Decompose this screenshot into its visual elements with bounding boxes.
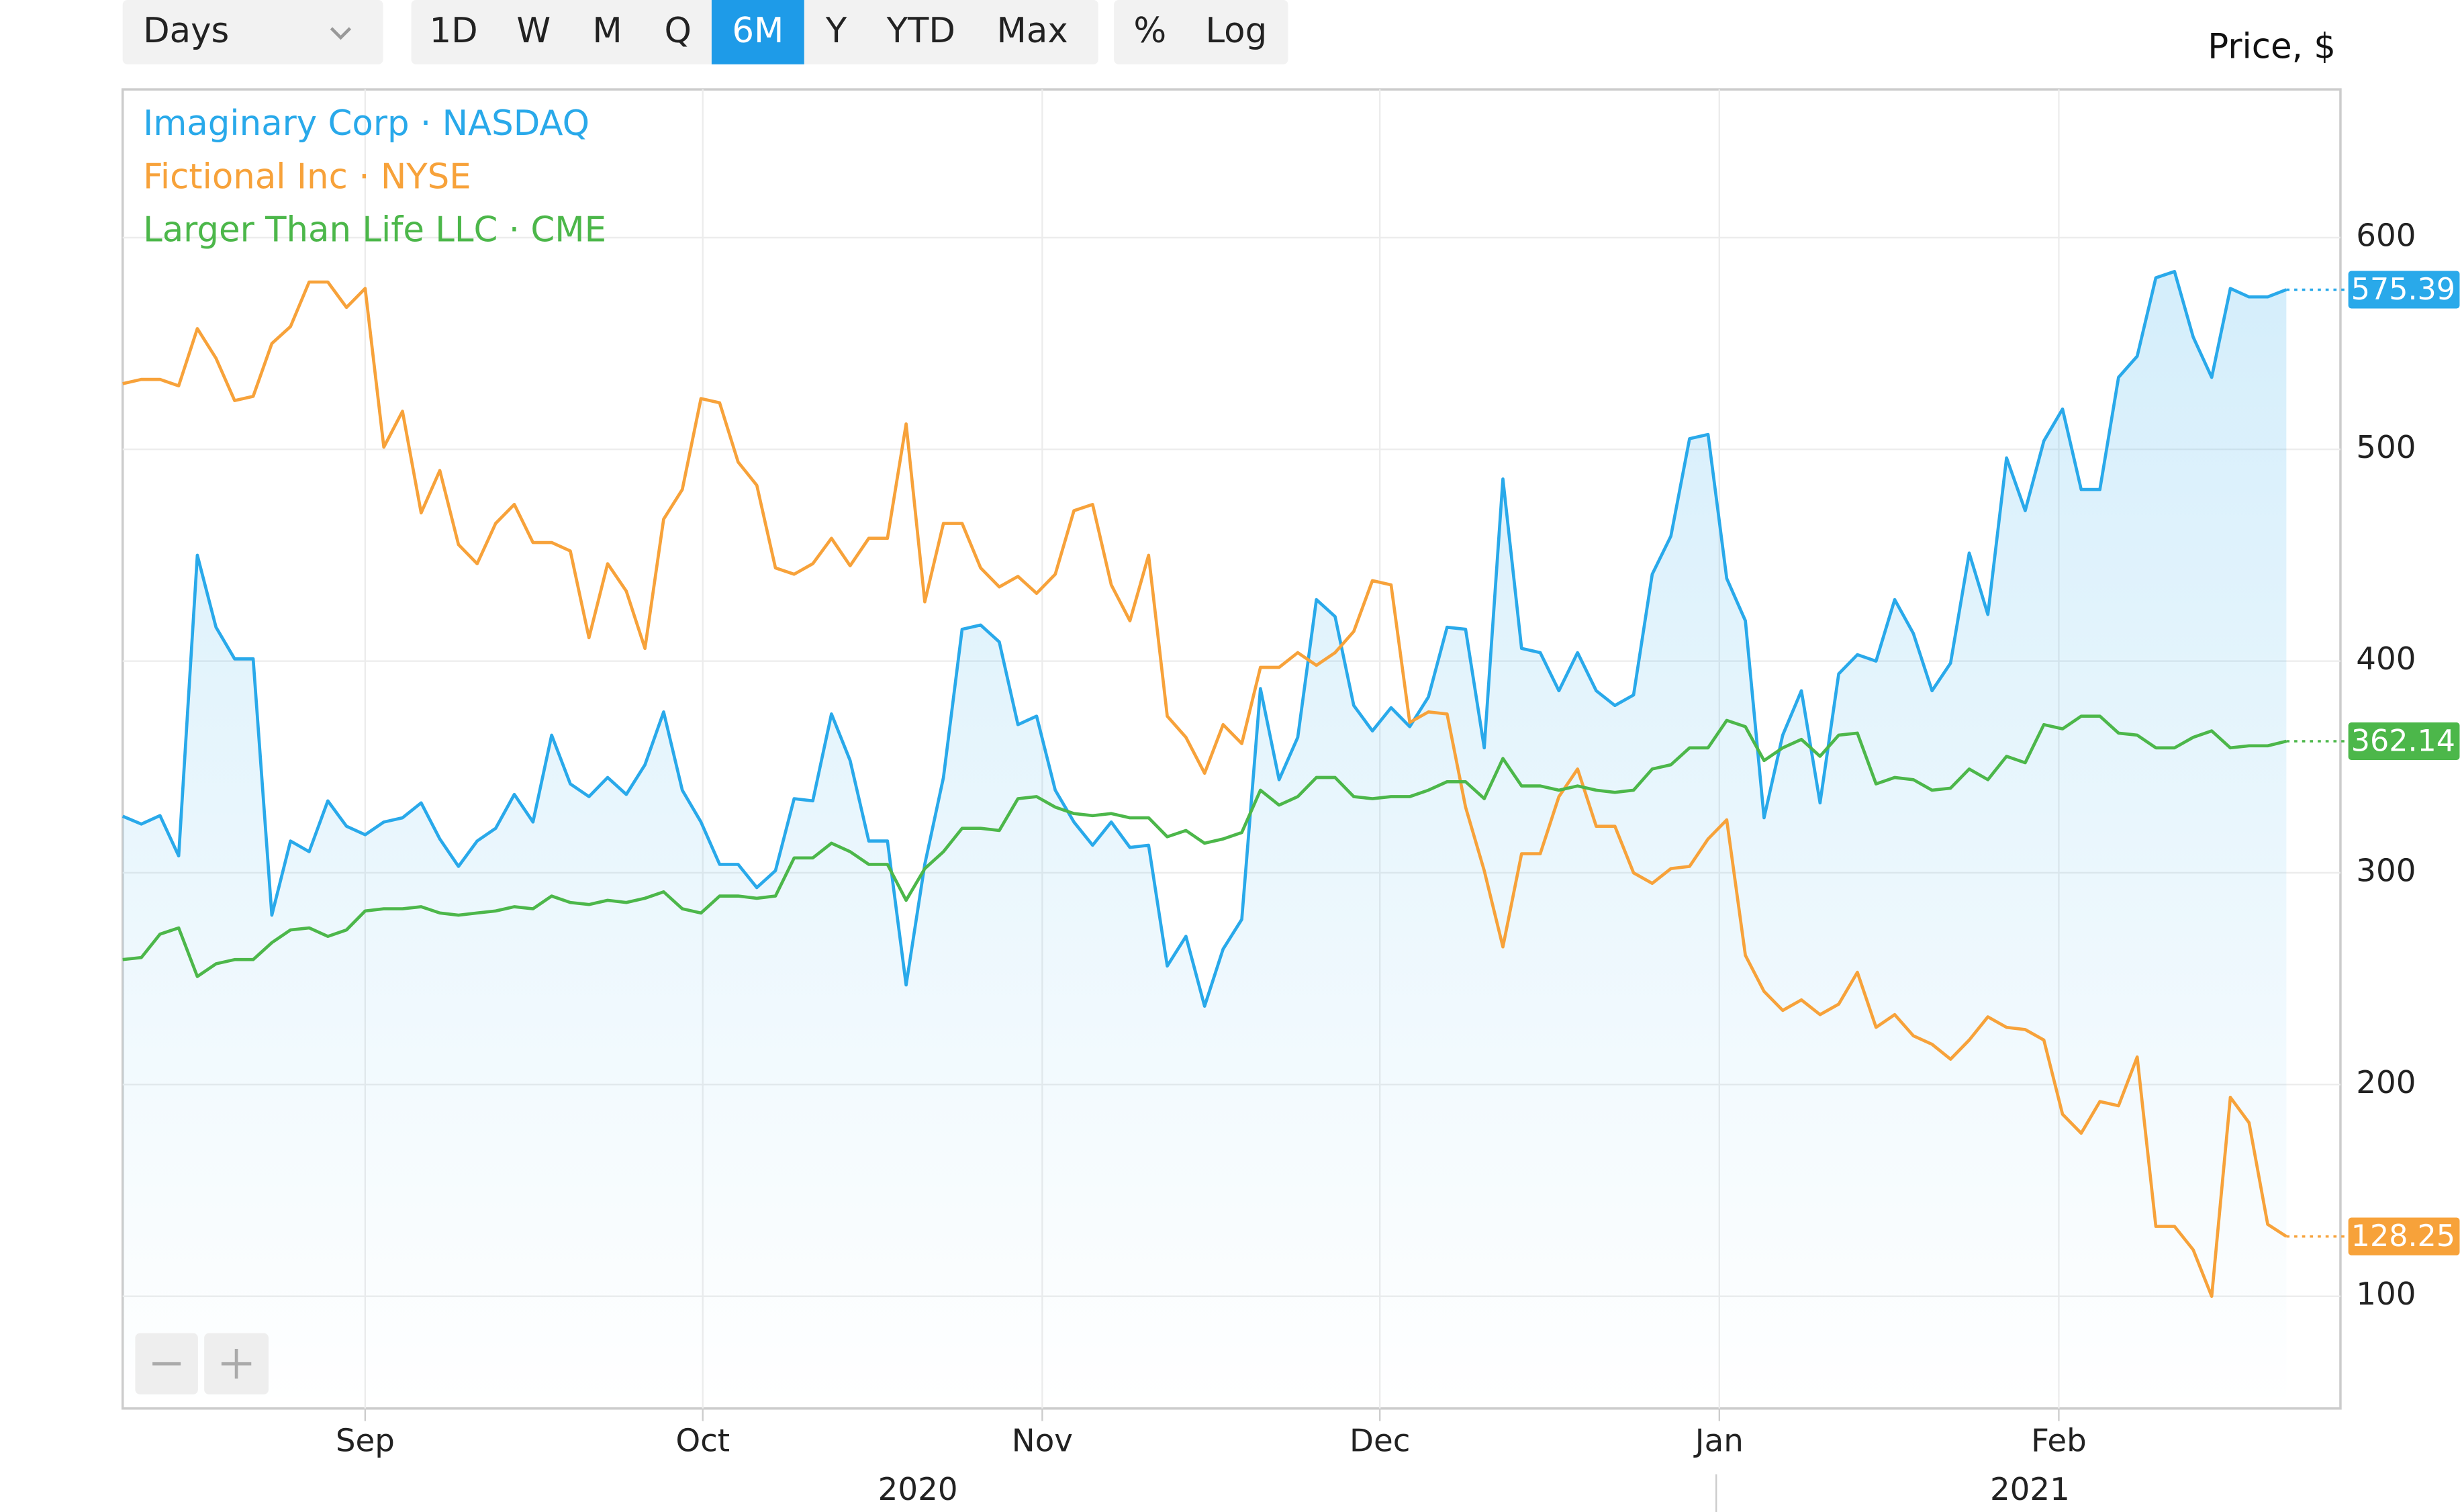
range-button[interactable]: Y bbox=[825, 11, 847, 51]
x-tick-label: Jan bbox=[1693, 1423, 1744, 1460]
dropdown-arrow bbox=[330, 27, 352, 40]
interval-dropdown[interactable] bbox=[122, 0, 383, 64]
y-tick-label: 100 bbox=[2356, 1276, 2416, 1313]
x-tick-label: Oct bbox=[675, 1423, 730, 1460]
plot: 100 200 300 400 500 600 Sep Oct Nov Dec Jan Feb 575.… bbox=[122, 89, 2460, 1460]
x-tick-label: Dec bbox=[1350, 1423, 1410, 1460]
range-button[interactable]: Q bbox=[664, 11, 691, 51]
range-button[interactable]: M bbox=[592, 11, 622, 51]
y-tick-label: 600 bbox=[2356, 218, 2416, 254]
mode-group bbox=[1114, 0, 1288, 64]
legend-entry[interactable]: Imaginary Corp · NASDAQ bbox=[143, 103, 589, 144]
y-tick-label: 400 bbox=[2356, 641, 2416, 677]
x-tick-label: Sep bbox=[336, 1423, 395, 1460]
series-line bbox=[122, 270, 2287, 1008]
range-button[interactable]: Max bbox=[997, 11, 1068, 51]
last-value-badge bbox=[2348, 271, 2460, 309]
last-value-badge bbox=[2348, 722, 2460, 761]
y-tick-label: 200 bbox=[2356, 1065, 2416, 1101]
legend-entry[interactable]: Fictional Inc · NYSE bbox=[143, 156, 471, 197]
range-button[interactable]: 6M bbox=[732, 11, 784, 51]
last-value-label: 575.39 bbox=[2351, 273, 2455, 307]
range-button-active[interactable] bbox=[711, 0, 804, 64]
y-axis-label: Price, $ bbox=[2208, 26, 2336, 66]
series-area bbox=[122, 271, 2287, 1409]
range-button[interactable]: YTD bbox=[886, 11, 955, 51]
year-label: 2020 bbox=[878, 1472, 958, 1508]
series-line bbox=[122, 714, 2287, 978]
last-value-badge bbox=[2348, 1217, 2460, 1256]
toolbar: 1D W M Q 6M Y YTD Max% Log bbox=[430, 0, 1267, 64]
y-tick-label: 300 bbox=[2356, 853, 2416, 889]
last-value-label: 362.14 bbox=[2351, 724, 2455, 758]
plus-icon bbox=[221, 1349, 252, 1379]
x-tick-label: Nov bbox=[1012, 1423, 1073, 1460]
y-tick-label: 500 bbox=[2356, 430, 2416, 466]
range-button[interactable]: W bbox=[516, 11, 551, 51]
interval-label: Days bbox=[143, 11, 229, 51]
range-button[interactable]: 1D bbox=[430, 11, 478, 51]
mode-button[interactable]: % bbox=[1133, 11, 1166, 51]
last-value-label: 128.25 bbox=[2351, 1219, 2455, 1254]
series-line bbox=[122, 280, 2287, 1298]
year-label: 2021 bbox=[1990, 1472, 2070, 1508]
x-tick-label: Feb bbox=[2031, 1423, 2087, 1460]
legend-entry[interactable]: Larger Than Life LLC · CME bbox=[143, 210, 606, 250]
mode-button[interactable]: Log bbox=[1205, 11, 1267, 51]
